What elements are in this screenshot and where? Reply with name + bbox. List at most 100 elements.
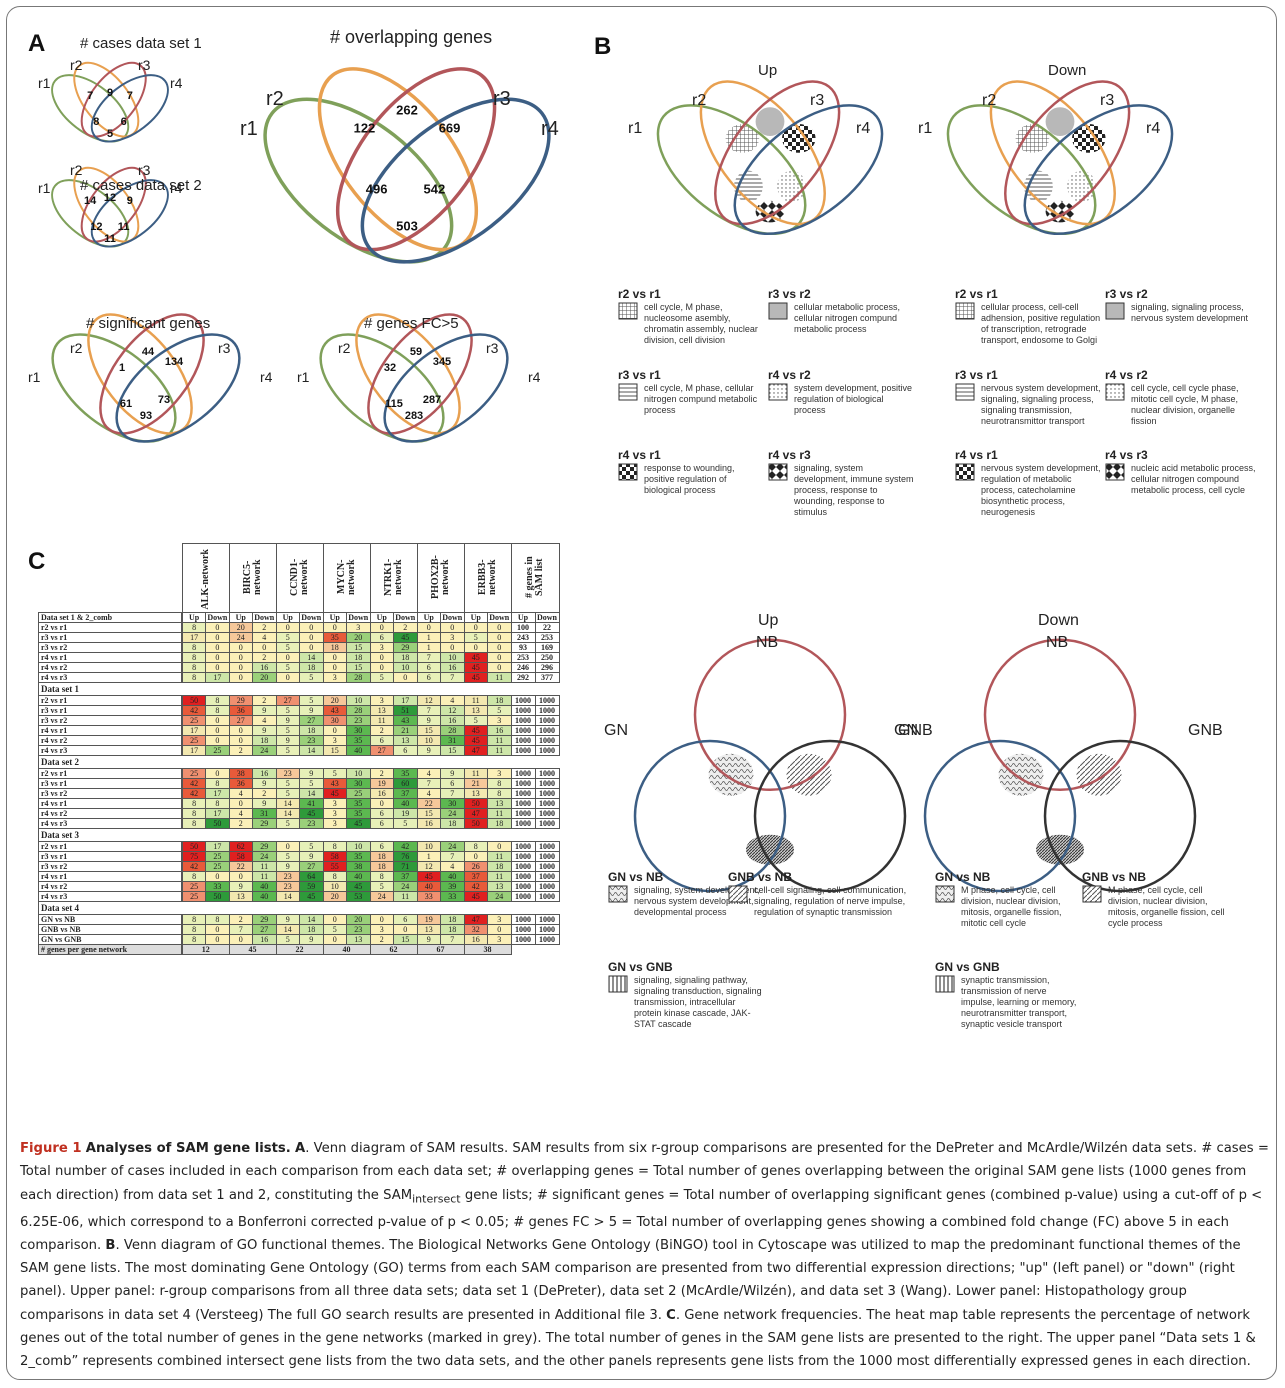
heatmap-cell: 24 <box>440 841 465 852</box>
heatmap-cell: 1000 <box>510 798 536 809</box>
caption-a-text: . Venn diagram of SAM results. SAM resul… <box>20 1141 1269 1203</box>
table-row: GN vs NB 8 8 2 29 9 14 0 20 0 6 19 18 47 3 1000 1000 <box>38 914 560 925</box>
venn-a-4-label-r3: r3 <box>218 340 231 356</box>
heatmap-cell: 5 <box>275 745 300 756</box>
heatmap-cell: 5 <box>275 632 300 643</box>
venn-a-5-label-r2: r2 <box>338 340 351 356</box>
network-header: ERBB3-network <box>476 559 498 595</box>
venn-a-3-ellipse-4 <box>360 97 551 264</box>
go-up-legend-3-desc: cell cycle, M phase, cellular nitrogen c… <box>644 383 758 415</box>
heatmap-cell: 1000 <box>510 725 536 736</box>
heatmap-cell: 1000 <box>534 914 560 925</box>
heatmap-cell: 12 <box>416 861 441 872</box>
row-label: r2 vs r1 <box>38 768 183 779</box>
heatmap-cell: 50 <box>463 798 488 809</box>
heatmap-cell: 3 <box>440 632 465 643</box>
venn-a-3-ellipse-2 <box>317 66 479 251</box>
network-header-cell: PHOX2B-network <box>416 543 465 613</box>
heatmap-cell: 27 <box>369 745 394 756</box>
venn-b-up-region-2 <box>782 124 816 153</box>
heatmap-cell: 8 <box>181 808 207 819</box>
heatmap-cell: 15 <box>416 808 441 819</box>
heatmap-cell: 169 <box>534 642 560 653</box>
footer-value: 12 <box>181 944 230 955</box>
network-header-cell: # genes in SAM list <box>510 543 560 613</box>
heatmap-cell: 8 <box>181 818 207 829</box>
heatmap-cell: 24 <box>252 851 277 862</box>
heatmap-cell: 20 <box>322 891 347 902</box>
heatmap-cell: 13 <box>369 705 394 716</box>
heatmap-cell: 40 <box>346 745 371 756</box>
heatmap-cell: 12 <box>416 695 441 706</box>
heatmap-cell: 31 <box>252 808 277 819</box>
heatmap-cell: 0 <box>487 622 512 633</box>
heatmap-cell: 8 <box>487 778 512 789</box>
heatmap-cell: 0 <box>487 642 512 653</box>
heatmap-cell: 5 <box>299 672 324 683</box>
heatmap-cell: 18 <box>487 861 512 872</box>
go-up-legend-1-swatch <box>618 302 638 320</box>
heatmap-cell: 5 <box>275 725 300 736</box>
heatmap-cell: 0 <box>440 642 465 653</box>
venn-b-down-region-0 <box>1015 124 1050 153</box>
venn-hist-down-region-1 <box>1076 753 1122 796</box>
direction-header: Up <box>322 612 347 623</box>
venn-b-up-region-1 <box>755 107 785 136</box>
heatmap-cell: 1000 <box>534 735 560 746</box>
venn-b-down-label-r1: r1 <box>918 120 933 137</box>
go-up-legend-6-title: r4 vs r3 <box>768 448 811 462</box>
heatmap-cell: 19 <box>393 808 418 819</box>
row-label: r4 vs r3 <box>38 891 183 902</box>
heatmap-cell: 11 <box>487 871 512 882</box>
venn-b-down-title: Down <box>1048 62 1087 79</box>
table-row: r3 vs r2 25 0 27 4 9 27 30 23 11 43 9 16 5 3 1000 1000 <box>38 715 560 726</box>
row-label: r3 vs r2 <box>38 788 183 799</box>
venn-hist-up-title: Up <box>758 612 779 629</box>
venn-a-4-count: 44 <box>141 346 155 358</box>
heatmap-cell: 9 <box>416 715 441 726</box>
heatmap-cell: 37 <box>393 871 418 882</box>
heatmap-cell: 13 <box>416 924 441 935</box>
heatmap-cell: 17 <box>205 788 230 799</box>
caption-figure-label: Figure 1 <box>20 1141 82 1156</box>
table-row: r4 vs r3 8 50 2 29 5 23 3 45 6 5 16 18 50 18 1000 1000 <box>38 818 560 829</box>
go-down-legend-5-desc: nervous system development, regulation o… <box>981 463 1101 517</box>
network-header-cell: BIRC5-network <box>228 543 277 613</box>
heatmap-cell: 23 <box>346 924 371 935</box>
heatmap-cell: 31 <box>440 735 465 746</box>
footer-value: 45 <box>228 944 277 955</box>
heatmap-cell: 16 <box>463 934 488 945</box>
hist-up-legend-3-title: GN vs GNB <box>608 960 673 974</box>
go-up-legend-4-desc: system development, positive regulation … <box>794 383 913 415</box>
go-up-legend-3-swatch <box>618 383 638 401</box>
heatmap-cell: 3 <box>487 914 512 925</box>
heatmap-cell: 1 <box>416 632 441 643</box>
heatmap-cell: 18 <box>369 861 394 872</box>
heatmap-cell: 296 <box>534 662 560 673</box>
direction-header: Up <box>275 612 300 623</box>
venn-a-2-label-r3: r3 <box>138 162 151 178</box>
heatmap-cell: 5 <box>275 705 300 716</box>
heatmap-cell: 16 <box>252 768 277 779</box>
heatmap-cell: 1000 <box>510 715 536 726</box>
heatmap-cell: 16 <box>416 818 441 829</box>
footer-value: 67 <box>416 944 465 955</box>
heatmap-cell: 93 <box>510 642 536 653</box>
heatmap-cell: 3 <box>322 808 347 819</box>
heatmap-cell: 0 <box>275 622 300 633</box>
venn-hist-up-label-gn: GN <box>604 722 628 739</box>
heatmap-cell: 13 <box>463 705 488 716</box>
section-label: Data set 3 <box>38 828 559 842</box>
heatmap-cell: 59 <box>299 881 324 892</box>
heatmap-cell: 17 <box>181 725 207 736</box>
hist-up-legend-2-title: GNB vs NB <box>728 870 793 884</box>
heatmap-cell: 45 <box>416 871 441 882</box>
table-row: r3 vs r2 42 17 4 2 5 14 45 25 16 37 4 7 13 8 1000 1000 <box>38 788 560 799</box>
heatmap-cell: 42 <box>181 705 207 716</box>
network-header: CCND1-network <box>288 558 310 596</box>
network-header: NTRK1-network <box>382 558 404 596</box>
heatmap-cell: 5 <box>463 632 488 643</box>
heatmap-cell: 5 <box>299 695 324 706</box>
heatmap-cell: 2 <box>228 914 253 925</box>
heatmap-cell: 15 <box>346 662 371 673</box>
